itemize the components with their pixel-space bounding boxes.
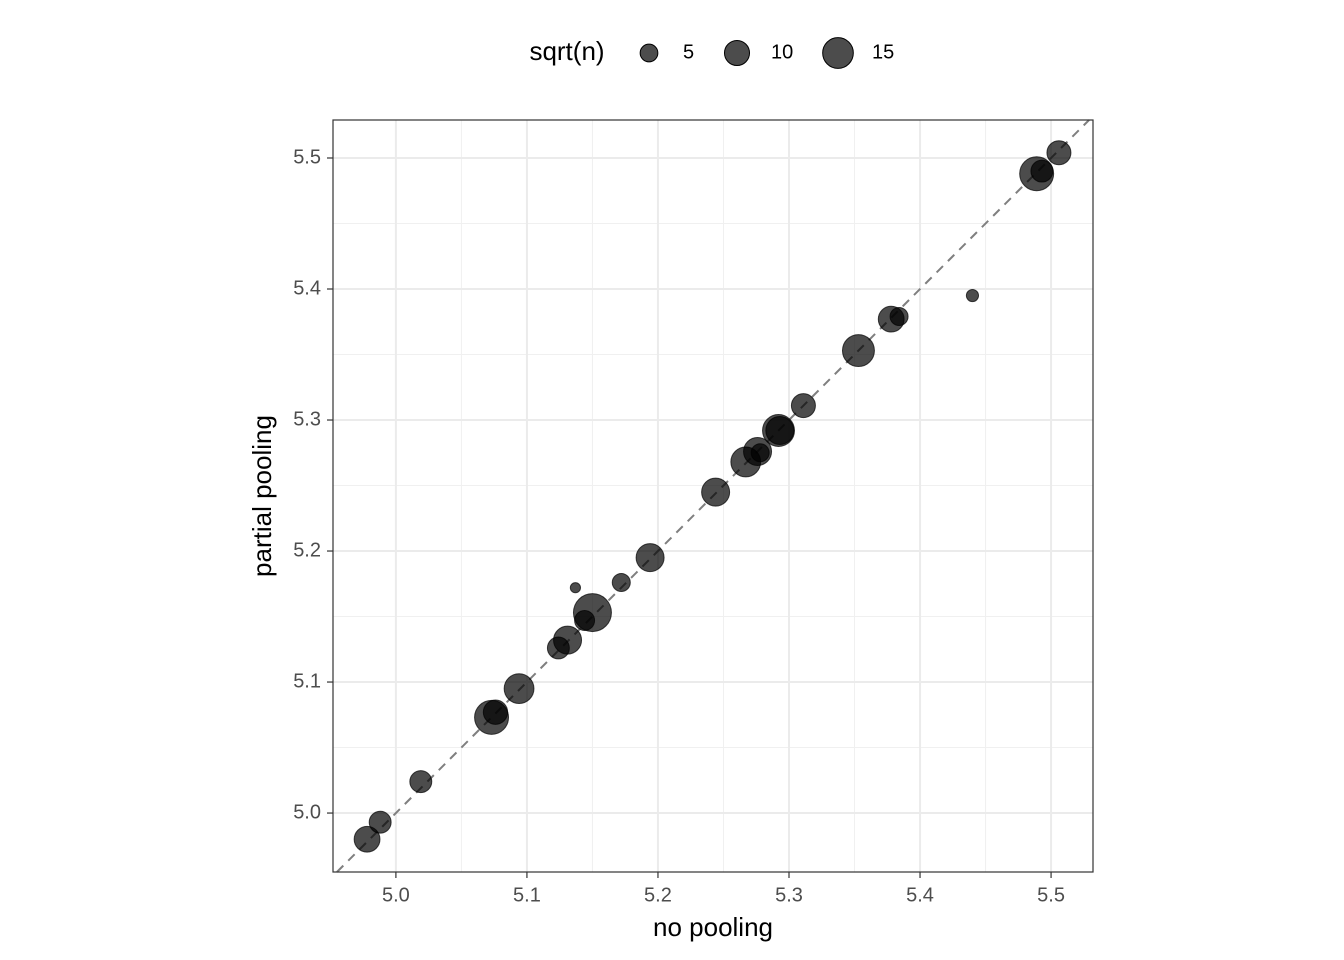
panel-border — [332, 119, 1094, 873]
y-tick-label: 5.3 — [293, 408, 321, 430]
point — [889, 306, 909, 327]
point — [841, 334, 875, 368]
y-tick-label: 5.2 — [293, 539, 321, 561]
x-tick-label: 5.3 — [775, 884, 803, 906]
point — [553, 625, 583, 655]
point — [409, 770, 433, 794]
x-axis-title: no pooling — [653, 912, 773, 942]
point — [1046, 140, 1072, 166]
x-tick-label: 5.1 — [513, 884, 541, 906]
x-tick-label: 5.5 — [1037, 884, 1065, 906]
x-tick-label: 5.0 — [382, 884, 410, 906]
point — [750, 443, 770, 463]
point — [701, 477, 731, 507]
x-tick-label: 5.4 — [906, 884, 934, 906]
y-tick-label: 5.4 — [293, 277, 321, 299]
point — [569, 582, 582, 594]
legend-label: 10 — [771, 41, 793, 63]
legend-title: sqrt(n) — [529, 36, 604, 66]
point — [572, 593, 612, 633]
y-axis-title: partial pooling — [247, 415, 277, 577]
legend-label: 15 — [872, 41, 894, 63]
point — [368, 810, 392, 834]
y-tick-label: 5.5 — [293, 146, 321, 168]
point — [353, 825, 381, 853]
legend-label: 5 — [683, 41, 694, 63]
point — [611, 572, 631, 592]
point — [765, 415, 795, 445]
point — [635, 543, 665, 573]
y-tick-label: 5.0 — [293, 801, 321, 823]
y-tick-label: 5.1 — [293, 670, 321, 692]
point — [482, 699, 509, 725]
point — [790, 393, 816, 419]
point — [965, 288, 980, 303]
point — [503, 673, 535, 704]
legend-key — [723, 39, 751, 67]
legend-key — [639, 43, 659, 63]
legend-key — [822, 37, 854, 69]
point — [1030, 159, 1054, 183]
x-tick-label: 5.2 — [644, 884, 672, 906]
